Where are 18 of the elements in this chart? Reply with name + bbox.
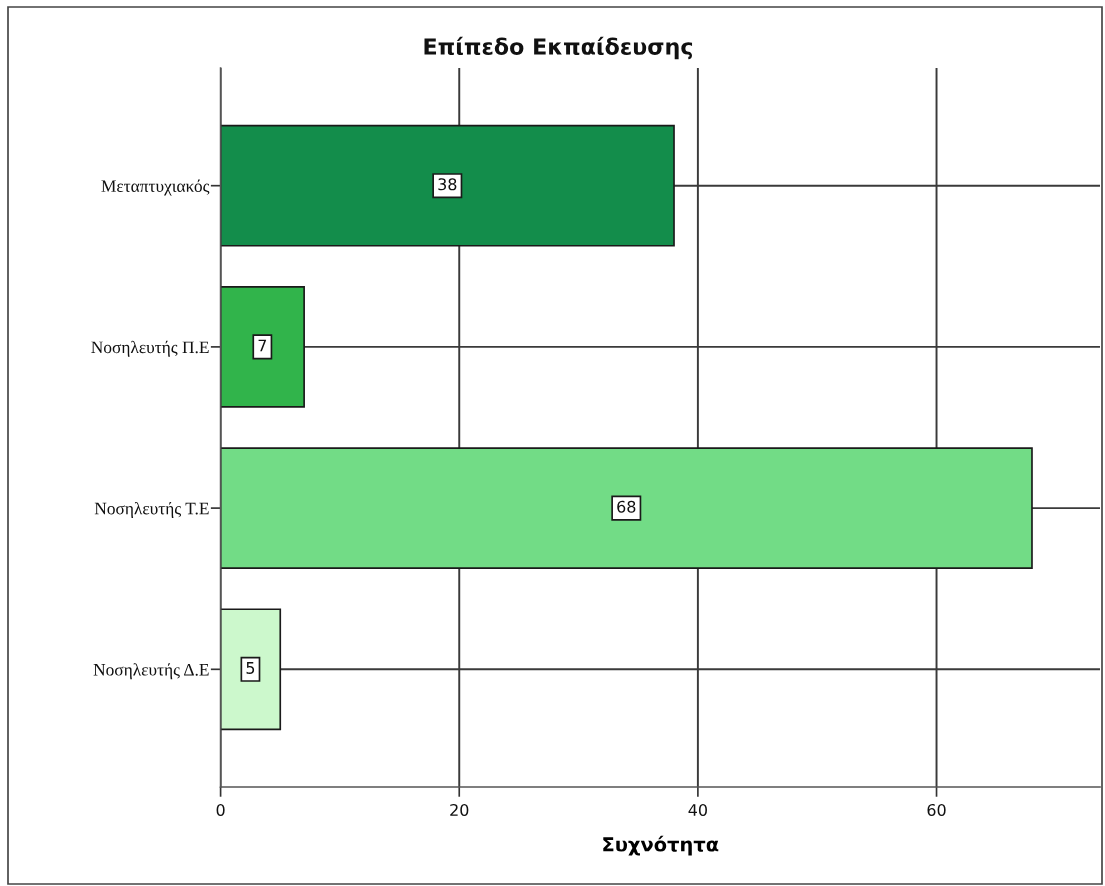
data-label: 7 (258, 339, 267, 352)
y-tick-label: Μεταπτυχιακός (101, 179, 210, 196)
x-tick-label: 60 (927, 803, 946, 817)
y-tick-label: Νοσηλευτής Δ.Ε (93, 663, 209, 680)
x-axis-title: Συχνότητα (603, 835, 719, 856)
bar (220, 124, 675, 247)
chart-title: Επίπεδο Εκπαίδευσης (424, 36, 693, 60)
data-label: 5 (246, 662, 255, 674)
bar (220, 608, 282, 731)
x-tick-label: 20 (450, 803, 469, 817)
x-tick-label: 40 (688, 803, 707, 817)
data-label: 68 (617, 500, 636, 513)
data-label: 38 (438, 178, 457, 191)
y-tick-label: Νοσηλευτής Τ.Ε (94, 501, 209, 518)
x-tick-label: 0 (216, 803, 225, 817)
bar (220, 447, 1033, 569)
bar (220, 286, 305, 408)
y-tick-label: Νοσηλευτής Π.Ε (91, 340, 209, 357)
